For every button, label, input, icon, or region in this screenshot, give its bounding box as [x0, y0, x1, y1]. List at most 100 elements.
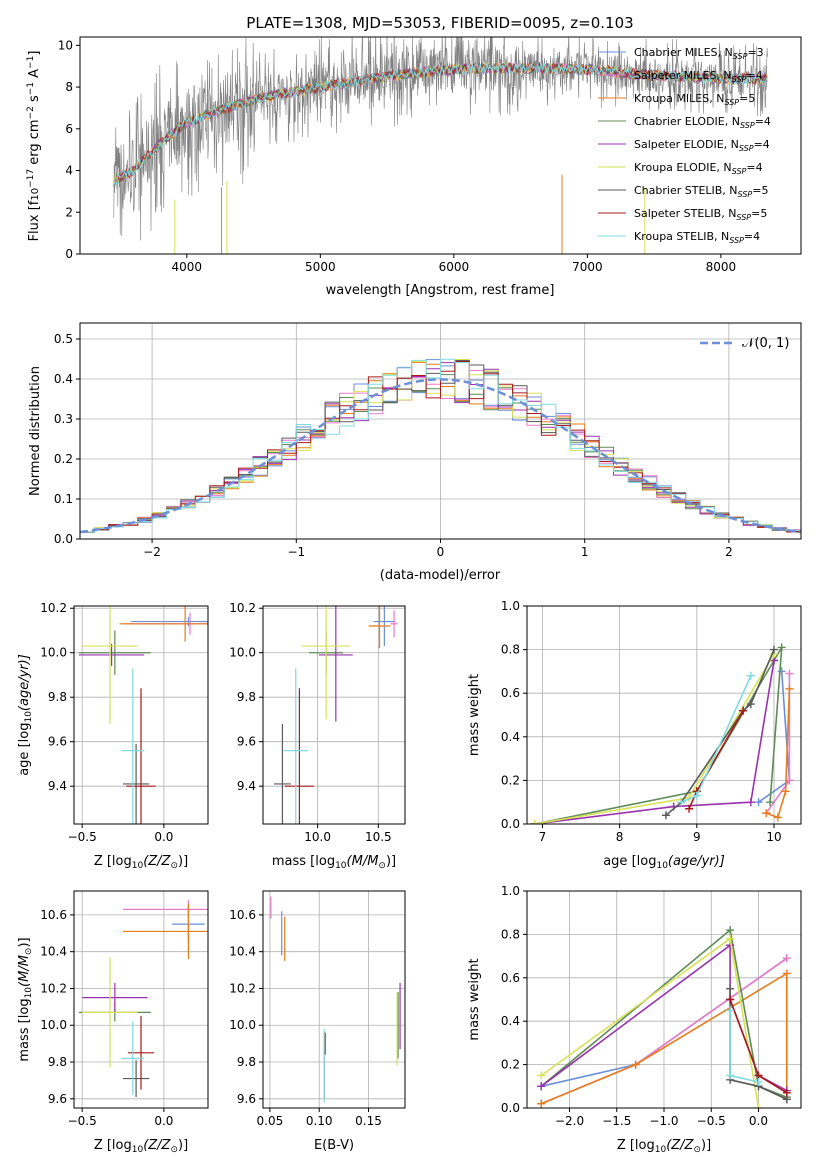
label-part: Salpeter MILES, N: [634, 69, 732, 82]
age_vs_Z-ytick-label-3: 10.0: [40, 646, 67, 660]
label-part: 10: [132, 861, 144, 871]
weight_vs_Z-y-axis-label: mass weight: [467, 958, 482, 1040]
spectrum-ytick-label-1: 2: [65, 205, 73, 219]
weight_vs_Z-series-3: [540, 928, 788, 1098]
weight_vs_Z-series-2: [540, 972, 788, 1105]
label-part: 10: [335, 861, 347, 871]
label-part: −1: [26, 82, 36, 95]
label-part: (M/M: [347, 854, 379, 869]
label-part: SSP: [740, 121, 755, 130]
weight_vs_age-marker-6-3: [746, 700, 755, 709]
label-part: =4: [746, 69, 762, 82]
residuals-ytick-label-0: 0.0: [54, 532, 73, 546]
age_vs_mass-plot-area: [273, 606, 398, 824]
label-part: SSP: [733, 52, 748, 61]
mass_vs_Z-chart: −0.5 0.0 9.6 9.8 10.0 10.2 10.4 10.6: [40, 890, 209, 1128]
weight_vs_Z-ytick-label-5: 1.0: [501, 884, 520, 898]
age_vs_mass-xtick-label-1: 10.5: [365, 830, 392, 844]
spectrum-frame: [79, 36, 802, 255]
label-part: =5: [739, 92, 755, 105]
weight_vs_Z-ytick-label-3: 0.6: [501, 971, 520, 985]
mass_vs_Z-ytick-label-2: 10.0: [40, 1018, 67, 1032]
mass_vs_ebv-ytick-label-4: 10.4: [229, 945, 256, 959]
weight_vs_Z-frame: [526, 890, 802, 1109]
weight_vs_age-marker-4-2: [746, 798, 755, 807]
weight_vs_age-series-8: [681, 675, 752, 803]
weight_vs_age-series-4: [534, 660, 775, 824]
label-part: 10: [132, 1145, 144, 1155]
residuals-ytick-label-1: 0.1: [54, 492, 73, 506]
mass_vs_ebv-plot-area: [270, 896, 401, 1103]
label-part: E(B-V): [314, 1138, 354, 1153]
mass_vs_Z-xtick-label-1: 0.0: [154, 1114, 173, 1128]
mass_vs_ebv-ytick-label-2: 10.0: [229, 1018, 256, 1032]
mass_vs_Z-ytick-label-3: 10.2: [40, 981, 67, 995]
legend-entry-3: Chabrier ELODIE, NSSP=4: [634, 115, 771, 130]
weight_vs_Z-marker-7-2: [782, 1088, 791, 1097]
weight_vs_Z-marker-7-0: [726, 995, 735, 1004]
weight_vs_Z-chart: −2.0 −1.5 −1.0 −0.5 0.0 0.0 0.2 0.4 0.6 0.8 1.0: [501, 884, 802, 1128]
weight_vs_age-marker-5-0: [530, 820, 539, 824]
spectrum-xtick-label-1: 5000: [305, 260, 336, 274]
weight_vs_age-chart: 7 8 9 10 0.0 0.2 0.4 0.6 0.8 1.0: [501, 599, 802, 844]
legend-entry-1: Salpeter MILES, NSSP=4: [634, 69, 763, 84]
label-part: =4: [744, 230, 760, 243]
residuals-xtick-label-2: 0: [437, 545, 445, 559]
label-part: (Z/Z: [143, 1138, 171, 1153]
mass_vs_ebv-xtick-label-1: 0.10: [306, 1114, 333, 1128]
weight_vs_age-marker-2-0: [762, 809, 771, 818]
spectrum-xtick-label-0: 4000: [172, 260, 203, 274]
label-part: )]: [386, 854, 396, 869]
label-part: Z [log: [94, 854, 132, 869]
mass_vs_ebv-ytick-label-3: 10.2: [229, 981, 256, 995]
weight_vs_age-series-3: [534, 646, 783, 824]
label-part: mass [log: [17, 998, 32, 1061]
model-kroupa-stelib: [112, 61, 768, 187]
label-part: age [log: [603, 854, 656, 869]
mass_vs_Z-x-axis-label: Z [log10(Z/Z⊙)]: [94, 1138, 188, 1155]
weight_vs_age-xtick-label-1: 8: [616, 830, 624, 844]
spectrum-ytick-label-2: 4: [65, 164, 73, 178]
mass_vs_Z-ytick-label-0: 9.6: [48, 1092, 67, 1106]
label-part: )]: [701, 1138, 711, 1153]
age_vs_Z-frame: [73, 605, 209, 825]
residuals-ytick-label-5: 0.5: [54, 332, 73, 346]
weight_vs_age-ytick-label-0: 0.0: [501, 817, 520, 831]
label-part: (age/yr)]: [17, 654, 32, 711]
weight_vs_age-marker-7-2: [739, 706, 748, 715]
label-part: SSP: [729, 236, 744, 245]
weight_vs_age-marker-2-1: [773, 813, 782, 822]
weight_vs_Z-marker-4-0: [537, 1082, 546, 1091]
x-axis-label: (data-model)/error: [380, 568, 501, 583]
label-part: SSP: [724, 98, 739, 107]
weight_vs_age-marker-2-3: [785, 684, 794, 693]
label-part: SSP: [732, 75, 747, 84]
label-part: Salpeter STELIB, N: [634, 207, 736, 220]
hist-kroupa-stelib: [80, 358, 801, 533]
age_vs_Z-xtick-label-0: −0.5: [68, 830, 97, 844]
weight_vs_age-ytick-label-4: 0.8: [501, 643, 520, 657]
weight_vs_age-marker-6-4: [769, 645, 778, 654]
weight_vs_Z-marker-3-1: [726, 926, 735, 935]
mass_vs_ebv-ytick-label-0: 9.6: [237, 1092, 256, 1106]
weight_vs_age-series-2: [766, 688, 791, 819]
weight_vs_age-marker-0-0: [754, 798, 763, 807]
age_vs_mass-ytick-label-0: 9.4: [237, 779, 256, 793]
weight_vs_age-series-5: [534, 653, 775, 824]
label-part: ⊙: [378, 861, 386, 871]
spectrum-ytick-label-5: 10: [58, 38, 73, 52]
label-part: 10: [24, 987, 34, 999]
weight_vs_Z-xtick-label-0: −2.0: [555, 1114, 584, 1128]
mass_vs_ebv-ytick-label-1: 9.8: [237, 1055, 256, 1069]
model-salpeter-stelib: [112, 62, 768, 187]
residuals-chart: −2 −1 0 1 2 0.0 0.1 0.2 0.3 0.4 0.5: [54, 322, 802, 559]
spectrum-ytick-label-3: 6: [65, 122, 73, 136]
gaussian-curve: [80, 378, 801, 534]
label-part: ⊙: [693, 1145, 701, 1155]
weight_vs_Z-xtick-label-2: −1.0: [649, 1114, 678, 1128]
age_vs_Z-chart: −0.5 0.0 9.4 9.6 9.8 10.0 10.2: [40, 601, 209, 844]
age_vs_mass-ytick-label-3: 10.0: [229, 646, 256, 660]
weight_vs_age-ytick-label-3: 0.6: [501, 686, 520, 700]
label-part: age [log: [17, 723, 32, 776]
spectrum-xtick-label-3: 7000: [572, 260, 603, 274]
